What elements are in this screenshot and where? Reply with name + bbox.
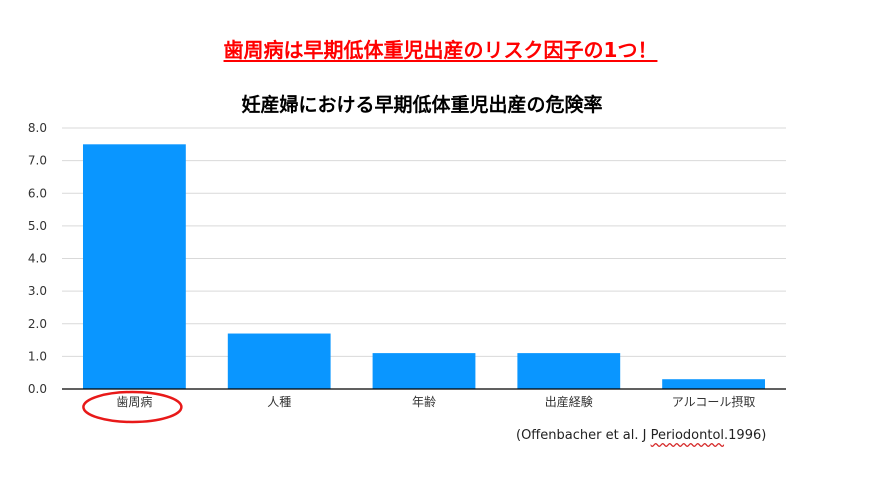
y-tick-label: 7.0 [28,154,47,168]
bar [372,353,476,389]
bar [517,353,621,389]
x-tick-label: アルコール摂取 [672,394,756,409]
y-tick-label: 8.0 [28,121,47,135]
x-tick-label: 人種 [267,395,291,409]
x-tick-label: 出産経験 [545,394,593,409]
bar [227,333,331,389]
citation-prefix: (Offenbacher et al. J [516,428,651,443]
headline: 歯周病は早期低体重児出産のリスク因子の1つ！ [223,38,658,62]
y-tick-label: 1.0 [28,349,47,363]
highlight-ellipse [82,390,183,424]
bar [662,379,766,389]
citation-suffix: .1996) [724,428,767,443]
y-tick-label: 6.0 [28,186,47,200]
citation: (Offenbacher et al. J Periodontol.1996) [516,428,766,443]
y-tick-label: 3.0 [28,284,47,298]
y-tick-label: 2.0 [28,317,47,331]
y-tick-label: 4.0 [28,252,47,266]
x-tick-label: 歯周病 [116,394,152,409]
citation-journal: Periodontol [650,428,725,443]
chart-title: 妊産婦における早期低体重児出産の危険率 [241,93,602,116]
highlight-annotation [82,390,183,424]
y-tick-label: 5.0 [28,219,47,233]
x-tick-labels: 歯周病 人種 年齢 出産経験 アルコール摂取 [116,394,755,409]
x-tick-label: 年齢 [412,394,436,409]
y-tick-labels: 0.0 1.0 2.0 3.0 4.0 5.0 6.0 7.0 8.0 [28,121,47,396]
bars [82,144,766,389]
y-tick-label: 0.0 [28,382,47,396]
bar [82,144,186,389]
